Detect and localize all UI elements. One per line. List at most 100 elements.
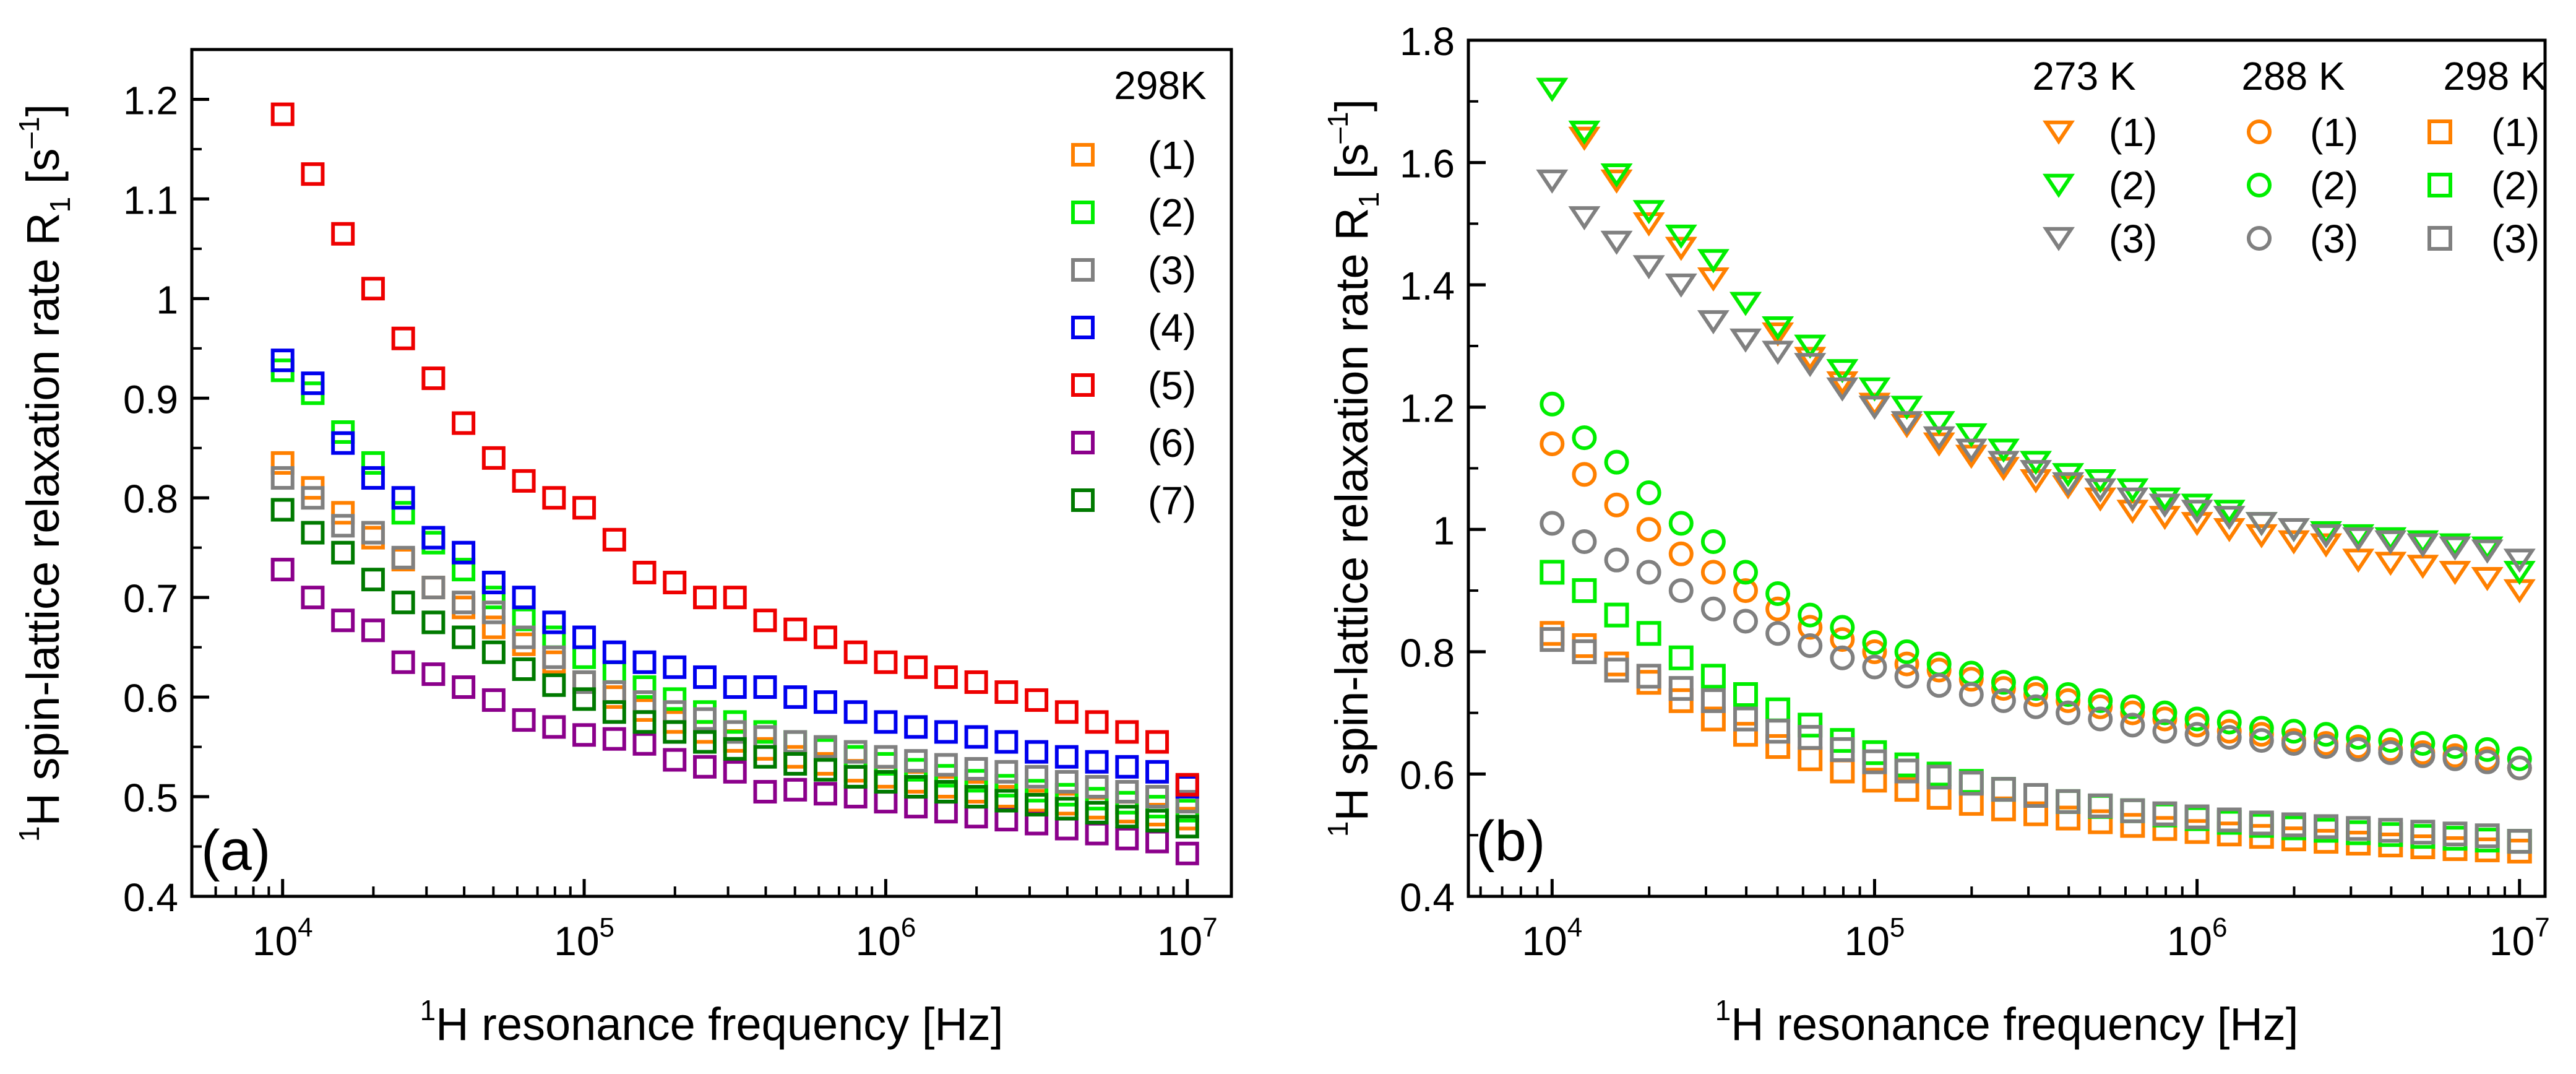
legend-marker: [2247, 119, 2272, 144]
data-point: [663, 571, 687, 595]
data-point: [1862, 749, 1887, 774]
data-point: [2310, 524, 2343, 548]
data-point: [783, 777, 808, 802]
data-point: [994, 789, 1019, 813]
data-point: [452, 591, 476, 615]
y-tick-label: 1.4: [1400, 264, 1455, 308]
data-point: [1025, 764, 1049, 789]
data-point: [602, 527, 626, 552]
data-point: [331, 501, 355, 525]
data-point: [2378, 818, 2403, 843]
data-point: [1991, 670, 2016, 695]
legend-entry: (1): [2042, 110, 2157, 155]
data-point: [361, 466, 385, 490]
series-298k-3: [270, 466, 1199, 814]
data-point: [452, 540, 476, 565]
data-point: [663, 720, 687, 744]
data-point: [783, 751, 808, 776]
x-tick-label: 104: [1522, 912, 1582, 964]
data-point: [2277, 518, 2310, 542]
data-point: [753, 675, 777, 699]
legend-marker: [2042, 227, 2075, 251]
data-point: [391, 591, 415, 615]
legend-label: (2): [2491, 163, 2539, 208]
legend-entry: (3): [2042, 217, 2157, 261]
data-point: [2088, 688, 2113, 713]
y-tick-label: 1: [1432, 508, 1455, 553]
data-point: [1926, 764, 1952, 790]
data-point: [843, 700, 868, 724]
data-point: [1830, 615, 1855, 640]
data-point: [1765, 719, 1791, 744]
data-point: [512, 469, 536, 493]
data-point: [1665, 273, 1697, 298]
data-point: [2314, 722, 2339, 747]
data-point: [512, 607, 536, 631]
data-point: [1765, 581, 1791, 607]
data-point: [602, 727, 626, 751]
data-point: [331, 540, 355, 565]
legend-entry: (4): [1071, 306, 1196, 350]
data-point: [1632, 255, 1665, 280]
data-point: [2152, 700, 2178, 725]
legend-entry: (3): [2427, 217, 2539, 261]
data-point: [301, 586, 325, 610]
legend-marker: [2427, 173, 2452, 197]
legend-label: (1): [1148, 133, 1196, 178]
data-point: [572, 723, 597, 747]
x-tick-label: 105: [554, 912, 614, 964]
data-point: [1604, 602, 1629, 628]
x-tick-label: 106: [855, 912, 916, 964]
y-tick-label: 1.2: [123, 78, 178, 123]
data-point: [542, 673, 566, 697]
data-point: [1733, 560, 1758, 585]
data-point: [481, 586, 506, 610]
data-point: [2442, 821, 2468, 847]
data-point: [2152, 719, 2178, 744]
data-point: [874, 710, 898, 734]
data-point: [2023, 694, 2049, 719]
data-point: [934, 720, 958, 744]
data-point: [1923, 426, 1955, 451]
data-point: [2410, 743, 2436, 768]
data-point: [1632, 200, 1665, 225]
axis-ticks-a: 0.4 0.5 0.6 0.7 0.8 0.9 1 1.1 1.2 104 105 106 107: [123, 78, 1218, 964]
legend-marker: [2247, 173, 2272, 197]
data-point: [1085, 800, 1109, 825]
data-point: [1830, 627, 1855, 652]
y-tick-label: 0.6: [123, 676, 178, 721]
data-point: [391, 501, 415, 525]
data-point: [1733, 578, 1758, 604]
data-point: [2249, 716, 2274, 741]
data-point: [632, 560, 657, 584]
data-point: [1540, 560, 1565, 585]
legend-label: (3): [2109, 217, 2157, 261]
data-point: [2374, 530, 2407, 555]
data-point: [934, 780, 958, 804]
data-point: [301, 371, 325, 396]
y-axis-title-a: 1H spin-lattice relaxation rate R1 [s–1]: [13, 104, 76, 842]
data-point: [572, 687, 597, 711]
data-point: [1145, 760, 1170, 784]
data-point: [964, 725, 988, 749]
data-point: [542, 486, 566, 510]
data-point: [964, 756, 988, 781]
data-point: [1894, 758, 1919, 784]
data-point: [1955, 438, 1988, 463]
data-point: [783, 617, 808, 641]
legend-entry: (2): [1071, 191, 1196, 235]
data-point: [723, 675, 747, 699]
data-point: [2475, 737, 2500, 762]
data-point: [512, 657, 536, 682]
data-point: [1054, 782, 1079, 807]
data-point: [1826, 371, 1859, 396]
data-point: [904, 774, 928, 799]
data-point: [270, 451, 295, 475]
data-point: [1536, 169, 1569, 194]
x-tick-label: 105: [1844, 912, 1905, 964]
y-tick-label: 0.9: [123, 377, 178, 422]
data-point: [1054, 745, 1079, 769]
data-point: [2507, 746, 2532, 771]
data-point: [512, 708, 536, 732]
data-point: [1175, 790, 1199, 814]
